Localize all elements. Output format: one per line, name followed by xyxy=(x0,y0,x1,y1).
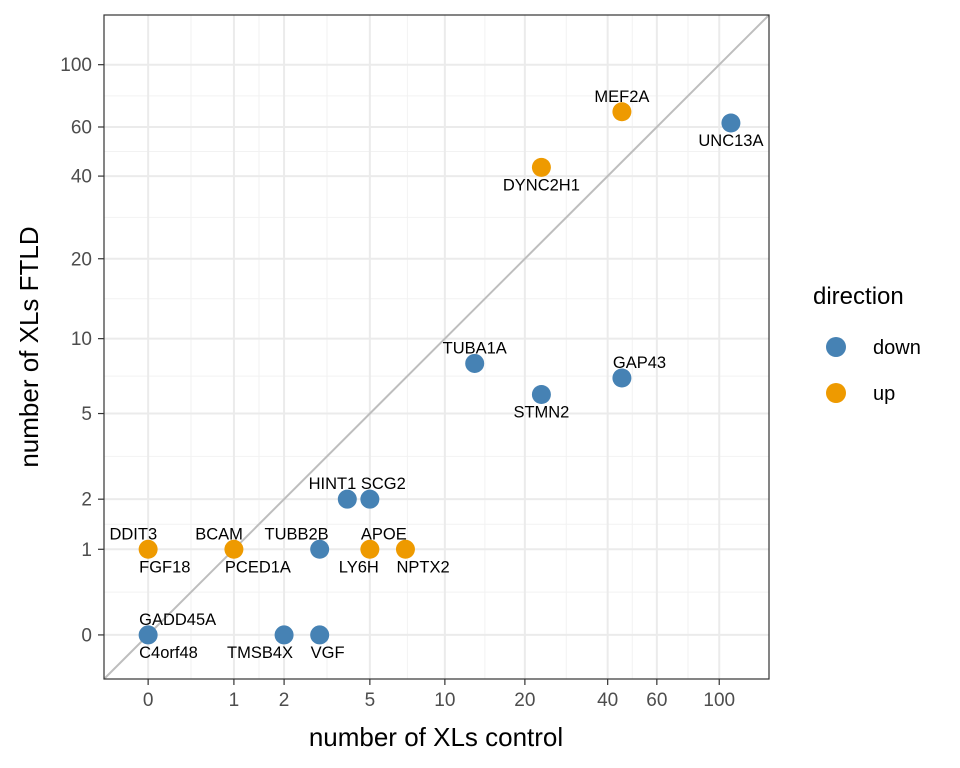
y-tick-label: 100 xyxy=(60,55,92,76)
x-tick-label: 40 xyxy=(597,690,618,711)
y-tick-label: 2 xyxy=(81,490,92,511)
point-label: DDIT3 xyxy=(109,525,157,543)
point-label: C4orf48 xyxy=(139,644,198,662)
data-point-up xyxy=(224,539,244,559)
point-label: BCAM xyxy=(195,525,243,543)
data-point-down xyxy=(531,384,551,404)
point-label: STMN2 xyxy=(513,403,569,421)
y-tick-label: 20 xyxy=(71,249,92,270)
y-axis-ticks: 0 1 2 5 10 20 40 60 100 xyxy=(60,55,104,646)
x-tick-label: 20 xyxy=(514,690,535,711)
legend-key-up xyxy=(826,383,846,403)
point-label: TMSB4X xyxy=(227,644,293,662)
x-tick-label: 1 xyxy=(229,690,240,711)
legend-label-up: up xyxy=(873,383,895,405)
reference-line-layer xyxy=(103,14,770,680)
x-tick-label: 0 xyxy=(143,690,154,711)
point-labels-layer: UNC13A MEF2A DYNC2H1 TUBA1A GAP43 STMN2 HINT1 S… xyxy=(109,88,763,662)
point-label: MEF2A xyxy=(594,88,649,106)
data-point-up xyxy=(531,157,551,177)
x-tick-label: 60 xyxy=(646,690,667,711)
point-label: NPTX2 xyxy=(396,558,449,576)
legend-key-down xyxy=(826,337,846,357)
panel-border xyxy=(103,14,770,680)
data-point-down xyxy=(310,625,330,645)
data-point-down xyxy=(138,625,158,645)
y-tick-label: 5 xyxy=(81,404,92,425)
point-label: TUBB2B xyxy=(264,525,328,543)
data-point-down xyxy=(274,625,294,645)
x-tick-label: 5 xyxy=(365,690,376,711)
grid-layer xyxy=(104,15,769,679)
legend-title: direction xyxy=(813,283,904,310)
point-label: APOE xyxy=(361,525,407,543)
points-layer xyxy=(138,102,741,645)
point-label: FGF18 xyxy=(139,558,190,576)
point-label: GADD45A xyxy=(139,611,216,629)
x-tick-label: 100 xyxy=(703,690,735,711)
data-point-down xyxy=(465,353,485,373)
data-point-down xyxy=(337,489,357,509)
data-point-down xyxy=(360,489,380,509)
point-label: PCED1A xyxy=(225,558,291,576)
point-label: UNC13A xyxy=(698,132,763,150)
y-axis-title: number of XLs FTLD xyxy=(14,226,44,467)
y-tick-label: 40 xyxy=(71,167,92,188)
data-point-up xyxy=(612,102,632,122)
point-label: LY6H xyxy=(339,558,379,576)
x-tick-label: 10 xyxy=(434,690,455,711)
data-point-down xyxy=(721,113,741,133)
data-point-up xyxy=(360,539,380,559)
point-label: HINT1 xyxy=(309,475,357,493)
legend-entries: down up xyxy=(826,337,921,405)
y-tick-label: 0 xyxy=(81,625,92,646)
y-tick-label: 60 xyxy=(71,117,92,138)
legend: direction down up xyxy=(813,283,921,405)
data-point-down xyxy=(310,539,330,559)
point-label: GAP43 xyxy=(613,354,666,372)
y-tick-label: 1 xyxy=(81,540,92,561)
point-label: SCG2 xyxy=(361,475,406,493)
x-tick-label: 2 xyxy=(279,690,290,711)
point-label: VGF xyxy=(311,644,345,662)
x-axis-title: number of XLs control xyxy=(309,722,563,752)
x-axis-ticks: 0 1 2 5 10 20 40 60 100 xyxy=(143,679,735,711)
legend-label-down: down xyxy=(873,337,921,359)
point-label: TUBA1A xyxy=(443,339,507,357)
point-label: DYNC2H1 xyxy=(503,176,580,194)
data-point-up xyxy=(395,539,415,559)
y-tick-label: 10 xyxy=(71,329,92,350)
data-point-up xyxy=(138,539,158,559)
data-point-down xyxy=(612,368,632,388)
identity-reference-line xyxy=(103,14,770,680)
